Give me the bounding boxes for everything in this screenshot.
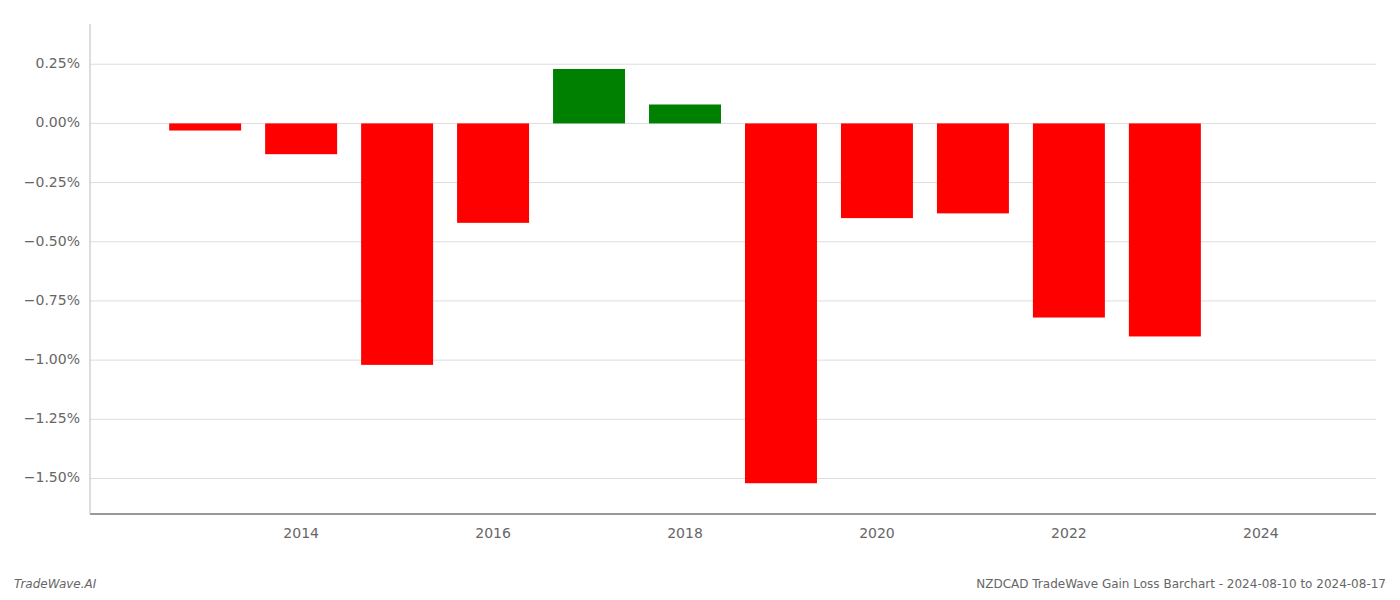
x-axis-line bbox=[90, 513, 1376, 514]
footer-left: TradeWave.AI bbox=[14, 577, 97, 591]
bar bbox=[937, 123, 1009, 213]
bar bbox=[649, 104, 721, 123]
axes: 0.25% 0.00% −0.25% −0.50% −0.75% −1.00% −1.25%… bbox=[24, 24, 1376, 541]
bar bbox=[265, 123, 337, 154]
y-tick-label: −0.75% bbox=[24, 292, 80, 308]
bar bbox=[841, 123, 913, 218]
bar bbox=[457, 123, 529, 222]
y-tick-label: −1.50% bbox=[24, 469, 80, 485]
x-tick-label: 2024 bbox=[1243, 525, 1279, 541]
x-tick-label: 2022 bbox=[1051, 525, 1087, 541]
grid-line bbox=[90, 64, 1376, 65]
x-tick-label: 2016 bbox=[475, 525, 511, 541]
x-tick-label: 2018 bbox=[667, 525, 703, 541]
bar bbox=[745, 123, 817, 483]
y-axis-line bbox=[90, 24, 91, 514]
grid-line bbox=[90, 419, 1376, 420]
y-tick-label: 0.25% bbox=[36, 55, 80, 71]
bar bbox=[553, 69, 625, 123]
chart-svg: 0.25% 0.00% −0.25% −0.50% −0.75% −1.00% −1.25%… bbox=[0, 0, 1400, 600]
bars bbox=[169, 69, 1201, 483]
grid-line bbox=[90, 478, 1376, 479]
y-tick-label: −0.50% bbox=[24, 233, 80, 249]
bar bbox=[361, 123, 433, 364]
x-tick-label: 2020 bbox=[859, 525, 895, 541]
grid-line bbox=[90, 360, 1376, 361]
grid bbox=[90, 64, 1376, 478]
footer-right: NZDCAD TradeWave Gain Loss Barchart - 20… bbox=[976, 577, 1386, 591]
y-tick-label: 0.00% bbox=[36, 114, 80, 130]
y-tick-label: −1.25% bbox=[24, 410, 80, 426]
chart-container: 0.25% 0.00% −0.25% −0.50% −0.75% −1.00% −1.25%… bbox=[0, 0, 1400, 600]
bar bbox=[1033, 123, 1105, 317]
y-tick-label: −0.25% bbox=[24, 174, 80, 190]
bar bbox=[1129, 123, 1201, 336]
bar bbox=[169, 123, 241, 130]
x-tick-label: 2014 bbox=[283, 525, 319, 541]
y-tick-label: −1.00% bbox=[24, 351, 80, 367]
